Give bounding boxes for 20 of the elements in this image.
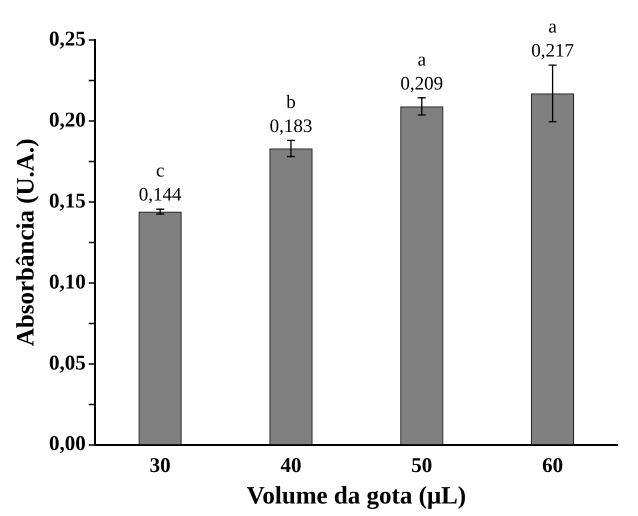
y-axis-title: Absorbância (U.A.) [12,138,40,346]
y-tick-label: 0,15 [49,188,86,212]
x-axis-title: Volume da gota (μL) [246,482,466,510]
x-tick-label: 40 [280,452,302,477]
data-label: 0,217 [531,40,574,62]
y-tick-label: 0,25 [49,26,86,50]
x-tick-label: 60 [542,452,564,477]
y-tick-label: 0,00 [49,431,86,456]
annotation: a [548,16,558,38]
annotation: a [418,49,427,70]
annotation: c [156,160,164,182]
x-tick-label: 50 [411,452,432,477]
data-label: 0,144 [138,184,182,206]
x-tick-label: 30 [150,452,171,477]
y-tick-label: 0,20 [49,107,86,132]
data-label: 0,183 [270,116,312,137]
y-tick-label: 0,10 [49,269,86,294]
data-label: 0,209 [400,73,444,94]
y-tick-label: 0,05 [49,350,86,374]
annotation: b [286,92,296,113]
